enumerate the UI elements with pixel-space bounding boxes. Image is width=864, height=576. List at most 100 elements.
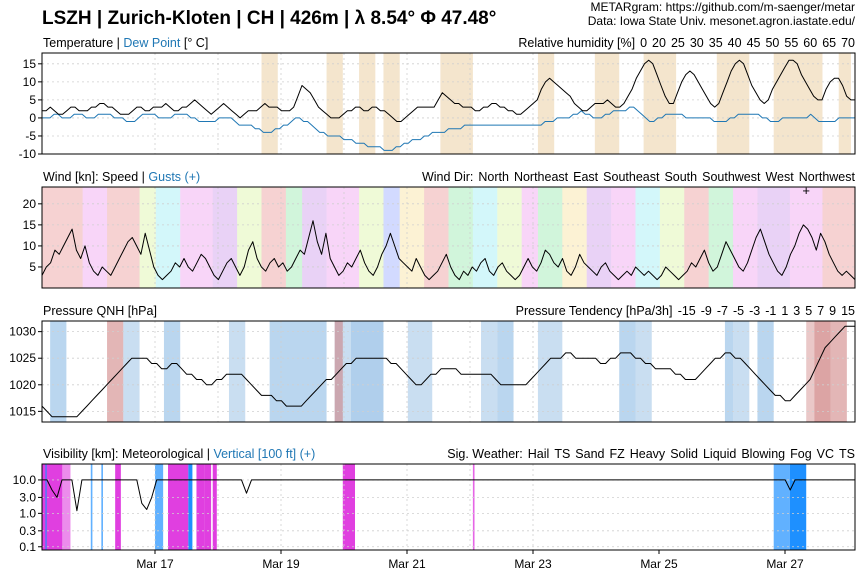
pressure-tendency-band — [350, 321, 384, 422]
wind-dir-band — [757, 187, 790, 288]
visibility-panel: Visibility [km]: Meteorological | Vertic… — [13, 447, 856, 571]
legend-entry: Southwest — [702, 170, 761, 184]
legend-entry: -15 — [678, 304, 696, 318]
pressure-ytick-label: 1030 — [9, 325, 36, 339]
pressure-tendency-band — [733, 321, 750, 422]
wind-dir-band — [472, 187, 498, 288]
legend-entry: VC — [817, 447, 834, 461]
wind-dir-band — [285, 187, 303, 288]
temperature-frame — [41, 52, 856, 155]
wind-label: Wind [kn]: Speed | Gusts (+) — [43, 170, 200, 184]
wind-dir-band — [180, 187, 213, 288]
legend-entry: TS — [839, 447, 855, 461]
sig-weather-band — [45, 464, 47, 550]
wind-ytick-label: 15 — [23, 218, 37, 232]
legend-entry: 3 — [793, 304, 800, 318]
legend-entry: 50 — [765, 36, 779, 50]
pressure-yticks: 1030 1025 1020 1015 — [9, 325, 42, 418]
legend-entry: 40 — [728, 36, 742, 50]
pressure-tendency-band — [537, 321, 563, 422]
visibility-ytick-label: 3.0 — [19, 490, 36, 504]
pressure-tendency-band — [481, 321, 498, 422]
visibility-ytick-label: 0.3 — [19, 524, 36, 538]
legend-entry: Solid — [670, 447, 698, 461]
sig-weather-band — [472, 464, 475, 550]
visibility-frame — [41, 463, 856, 551]
sig-weather-band — [204, 464, 212, 550]
date-xticks: Mar 17 Mar 19 Mar 21 Mar 23 Mar 25 Mar 27 — [136, 550, 804, 571]
humidity-legend: 70 65 60 55 50 45 40 35 30 25 20 0 Relative humidity… — [518, 36, 855, 50]
legend-title: Pressure Tendency [hPa/3h] — [516, 304, 673, 318]
pressure-tendency-band — [50, 321, 67, 422]
humidity-band — [261, 53, 278, 154]
sig-weather-band — [115, 464, 121, 550]
wind-yticks: 20 15 10 5 — [23, 197, 42, 274]
wind-speed-line — [41, 220, 856, 281]
visibility-label: Visibility [km]: Meteorological | Vertic… — [43, 447, 315, 461]
wind-dir-band — [611, 187, 636, 288]
sig-weather-band — [212, 464, 217, 550]
date-tick-label: Mar 21 — [388, 557, 426, 571]
legend-entry: Blowing — [741, 447, 785, 461]
wind-dir-band — [212, 187, 238, 288]
legend-entry: Southeast — [603, 170, 660, 184]
legend-entry: 1 — [781, 304, 788, 318]
pressure-line — [41, 325, 855, 418]
wind-dir-band — [399, 187, 425, 288]
legend-entry: 65 — [822, 36, 836, 50]
sig-weather-band — [188, 464, 193, 550]
wind-dir-band — [326, 187, 360, 288]
legend-entry: Heavy — [630, 447, 666, 461]
legend-entry: Hail — [528, 447, 550, 461]
temperature-label: Temperature | Dew Point [° C] — [43, 36, 208, 50]
wind-dir-band — [302, 187, 327, 288]
legend-title: Wind Dir: — [422, 170, 473, 184]
wind-dir-band — [684, 187, 709, 288]
legend-entry: 0 — [640, 36, 647, 50]
legend-entry: -5 — [733, 304, 744, 318]
legend-entry: East — [573, 170, 599, 184]
legend-entry: North — [478, 170, 509, 184]
legend-title: Relative humidity [%] — [518, 36, 635, 50]
wind-frame — [41, 186, 856, 289]
visibility-ytick-label: 0.1 — [19, 540, 36, 554]
wind-direction-bands — [42, 187, 855, 288]
temperature-ytick-label: 5 — [29, 93, 36, 107]
humidity-band — [359, 53, 376, 154]
pressure-tendency-band — [107, 321, 124, 422]
sig-weather-band — [168, 464, 189, 550]
legend-entry: 70 — [841, 36, 855, 50]
temperature-ytick-label: -10 — [19, 147, 37, 161]
sig-weather-band — [342, 464, 356, 550]
wind-dir-band — [497, 187, 522, 288]
pressure-tendency-band — [228, 321, 246, 422]
visibility-ytick-label: 10.0 — [13, 473, 37, 487]
legend-entry: -3 — [749, 304, 760, 318]
pressure-tendency-band — [619, 321, 636, 422]
pressure-tendency-bands — [50, 321, 847, 422]
wind-ytick-label: 5 — [29, 260, 36, 274]
wind-dir-band — [789, 187, 823, 288]
gust-marker: + — [802, 183, 810, 198]
pressure-tendency-band — [497, 321, 514, 422]
date-tick-label: Mar 25 — [640, 557, 678, 571]
legend-entry: -1 — [765, 304, 776, 318]
legend-entry: Northeast — [514, 170, 569, 184]
wind-dir-band — [635, 187, 660, 288]
wind-dir-band — [586, 187, 612, 288]
legend-entry: 5 — [805, 304, 812, 318]
visibility-yticks: 10.0 3.0 1.0 0.3 0.1 — [13, 473, 42, 554]
wind-dir-band — [537, 187, 563, 288]
pressure-tendency-band — [407, 321, 433, 422]
visibility-ytick-label: 1.0 — [19, 506, 36, 520]
legend-entry: Fog — [790, 447, 812, 461]
temperature-ytick-label: 0 — [29, 111, 36, 125]
temperature-ytick-label: -5 — [25, 129, 36, 143]
significant-weather-bands — [42, 464, 807, 550]
wind-dir-band — [562, 187, 587, 288]
date-tick-label: Mar 27 — [766, 557, 804, 571]
sig-weather-legend: TS VC Fog Blowing Liquid Solid Heavy FZ Sand TS Ha… — [447, 447, 855, 461]
pressure-tendency-band — [814, 321, 831, 422]
